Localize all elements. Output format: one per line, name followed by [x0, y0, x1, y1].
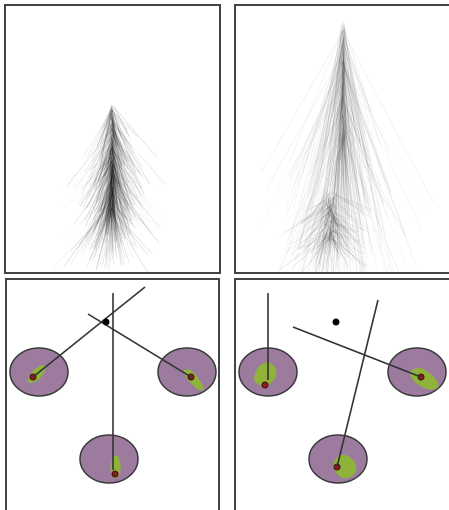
cell [80, 435, 138, 483]
point [103, 319, 110, 326]
spot [112, 471, 118, 477]
point [333, 319, 340, 326]
spot [262, 382, 268, 388]
figure [0, 0, 449, 510]
